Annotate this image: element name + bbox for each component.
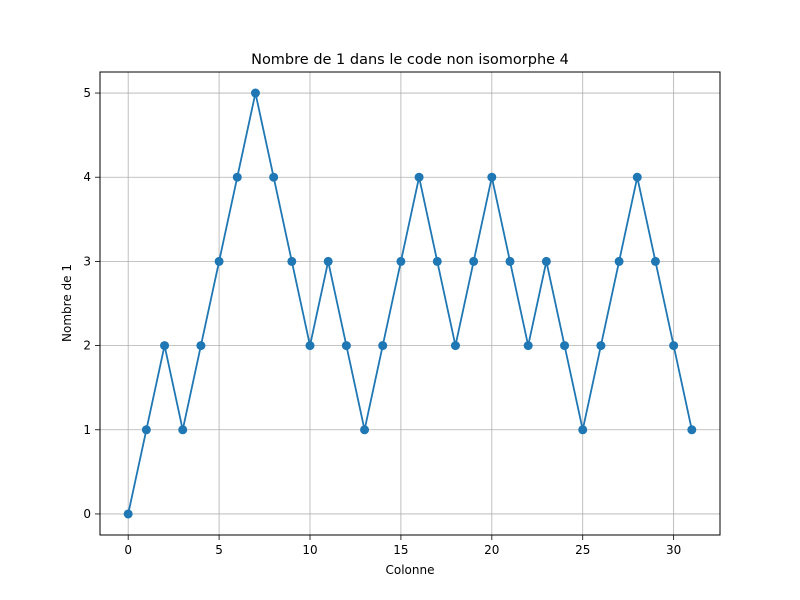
x-tick-label: 5 xyxy=(215,543,223,557)
x-axis-ticks: 0 5 10 15 20 25 30 xyxy=(124,535,681,557)
y-tick-label: 1 xyxy=(83,423,91,437)
data-point xyxy=(287,256,297,266)
data-point xyxy=(432,256,442,266)
x-tick-label: 10 xyxy=(302,543,317,557)
x-tick-label: 30 xyxy=(666,543,681,557)
data-point xyxy=(305,341,315,351)
data-point xyxy=(141,425,151,435)
y-tick-label: 0 xyxy=(83,507,91,521)
data-point xyxy=(450,341,460,351)
series-line xyxy=(127,92,693,515)
x-tick-label: 15 xyxy=(393,543,408,557)
y-tick-label: 2 xyxy=(83,339,91,353)
data-point xyxy=(596,341,606,351)
data-point xyxy=(269,172,279,182)
data-point xyxy=(541,256,551,266)
data-series xyxy=(123,88,697,519)
data-point xyxy=(123,509,133,519)
data-point xyxy=(614,256,624,266)
data-point xyxy=(505,256,515,266)
data-point xyxy=(178,425,188,435)
x-tick-label: 25 xyxy=(575,543,590,557)
data-point xyxy=(160,341,170,351)
chart-title: Nombre de 1 dans le code non isomorphe 4 xyxy=(251,52,569,68)
data-point xyxy=(578,425,588,435)
y-axis-label: Nombre de 1 xyxy=(60,264,74,342)
y-axis-ticks: 0 1 2 3 4 5 xyxy=(83,86,100,521)
data-point xyxy=(632,172,642,182)
plot-area-frame xyxy=(99,71,721,536)
y-tick-label: 4 xyxy=(83,170,91,184)
data-point xyxy=(487,172,497,182)
x-axis-label: Colonne xyxy=(386,563,435,577)
data-point xyxy=(396,256,406,266)
data-point xyxy=(232,172,242,182)
data-point xyxy=(669,341,679,351)
data-point xyxy=(650,256,660,266)
data-point xyxy=(250,88,260,98)
data-point xyxy=(214,256,224,266)
data-point xyxy=(341,341,351,351)
x-tick-label: 20 xyxy=(484,543,499,557)
data-point xyxy=(360,425,370,435)
grid xyxy=(100,72,720,535)
data-point xyxy=(378,341,388,351)
data-point xyxy=(414,172,424,182)
data-point xyxy=(523,341,533,351)
data-point xyxy=(323,256,333,266)
y-tick-label: 5 xyxy=(83,86,91,100)
y-tick-label: 3 xyxy=(83,254,91,268)
data-point xyxy=(687,425,697,435)
x-tick-label: 0 xyxy=(124,543,132,557)
data-point xyxy=(196,341,206,351)
data-point xyxy=(560,341,570,351)
data-point xyxy=(469,256,479,266)
